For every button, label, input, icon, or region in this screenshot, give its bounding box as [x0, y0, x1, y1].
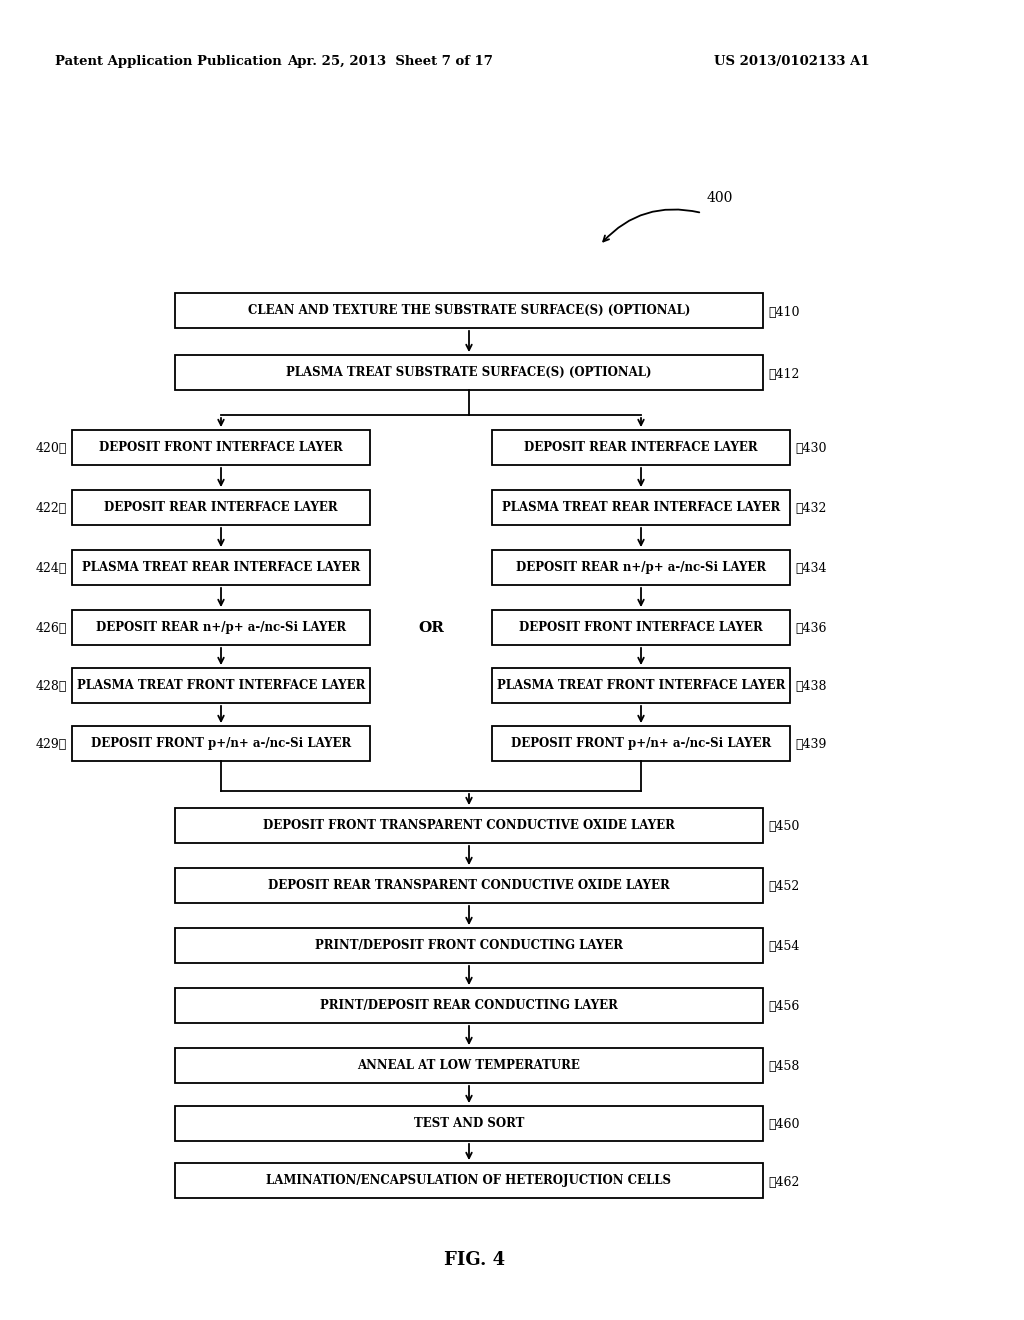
Bar — [72, 668, 370, 704]
Bar — [72, 726, 370, 762]
Text: ⁀454: ⁀454 — [768, 940, 800, 953]
Bar — [72, 550, 370, 585]
Text: LAMINATION/ENCAPSULATION OF HETEROJUCTION CELLS: LAMINATION/ENCAPSULATION OF HETEROJUCTIO… — [266, 1173, 672, 1187]
Bar — [72, 490, 370, 525]
Bar — [72, 430, 370, 465]
Text: PLASMA TREAT FRONT INTERFACE LAYER: PLASMA TREAT FRONT INTERFACE LAYER — [77, 678, 366, 692]
Text: DEPOSIT FRONT TRANSPARENT CONDUCTIVE OXIDE LAYER: DEPOSIT FRONT TRANSPARENT CONDUCTIVE OXI… — [263, 818, 675, 832]
Text: Patent Application Publication: Patent Application Publication — [55, 55, 282, 69]
Bar — [175, 1163, 763, 1199]
Text: 429⁀: 429⁀ — [36, 738, 67, 751]
Text: DEPOSIT FRONT p+/n+ a-/nc-Si LAYER: DEPOSIT FRONT p+/n+ a-/nc-Si LAYER — [511, 737, 771, 750]
Bar — [492, 490, 790, 525]
Text: ⁀460: ⁀460 — [768, 1118, 800, 1131]
Text: DEPOSIT FRONT INTERFACE LAYER: DEPOSIT FRONT INTERFACE LAYER — [99, 441, 343, 454]
Bar — [492, 610, 790, 645]
Text: ⁀438: ⁀438 — [795, 681, 826, 693]
Text: PLASMA TREAT REAR INTERFACE LAYER: PLASMA TREAT REAR INTERFACE LAYER — [502, 502, 780, 513]
Text: 424⁀: 424⁀ — [36, 562, 67, 576]
Text: ⁀430: ⁀430 — [795, 442, 826, 455]
Text: DEPOSIT REAR TRANSPARENT CONDUCTIVE OXIDE LAYER: DEPOSIT REAR TRANSPARENT CONDUCTIVE OXID… — [268, 879, 670, 892]
Text: PRINT/DEPOSIT REAR CONDUCTING LAYER: PRINT/DEPOSIT REAR CONDUCTING LAYER — [321, 999, 617, 1012]
Text: ANNEAL AT LOW TEMPERATURE: ANNEAL AT LOW TEMPERATURE — [357, 1059, 581, 1072]
Bar — [492, 430, 790, 465]
Text: ⁀434: ⁀434 — [795, 562, 826, 576]
Text: 428⁀: 428⁀ — [36, 681, 67, 693]
Text: ⁀450: ⁀450 — [768, 821, 800, 833]
Bar — [492, 668, 790, 704]
Bar — [175, 928, 763, 964]
Bar — [175, 355, 763, 389]
Text: ⁀432: ⁀432 — [795, 503, 826, 516]
Text: CLEAN AND TEXTURE THE SUBSTRATE SURFACE(S) (OPTIONAL): CLEAN AND TEXTURE THE SUBSTRATE SURFACE(… — [248, 304, 690, 317]
Text: 426⁀: 426⁀ — [36, 623, 67, 635]
Text: Apr. 25, 2013  Sheet 7 of 17: Apr. 25, 2013 Sheet 7 of 17 — [287, 55, 493, 69]
Text: DEPOSIT FRONT p+/n+ a-/nc-Si LAYER: DEPOSIT FRONT p+/n+ a-/nc-Si LAYER — [91, 737, 351, 750]
Text: ⁀436: ⁀436 — [795, 623, 826, 635]
Text: 422⁀: 422⁀ — [36, 503, 67, 516]
Text: ⁀410: ⁀410 — [768, 305, 800, 318]
Text: ⁀456: ⁀456 — [768, 1001, 800, 1014]
Bar — [72, 610, 370, 645]
Text: ⁀439: ⁀439 — [795, 738, 826, 751]
Text: PRINT/DEPOSIT FRONT CONDUCTING LAYER: PRINT/DEPOSIT FRONT CONDUCTING LAYER — [315, 939, 623, 952]
Text: 420⁀: 420⁀ — [36, 442, 67, 455]
Bar — [492, 726, 790, 762]
Text: FIG. 4: FIG. 4 — [444, 1251, 506, 1269]
Bar — [492, 550, 790, 585]
Text: PLASMA TREAT REAR INTERFACE LAYER: PLASMA TREAT REAR INTERFACE LAYER — [82, 561, 360, 574]
Text: DEPOSIT REAR n+/p+ a-/nc-Si LAYER: DEPOSIT REAR n+/p+ a-/nc-Si LAYER — [96, 620, 346, 634]
Bar — [175, 293, 763, 327]
Text: ⁀452: ⁀452 — [768, 880, 800, 894]
Text: DEPOSIT REAR n+/p+ a-/nc-Si LAYER: DEPOSIT REAR n+/p+ a-/nc-Si LAYER — [516, 561, 766, 574]
Text: TEST AND SORT: TEST AND SORT — [414, 1117, 524, 1130]
Text: PLASMA TREAT FRONT INTERFACE LAYER: PLASMA TREAT FRONT INTERFACE LAYER — [497, 678, 785, 692]
Text: ⁀458: ⁀458 — [768, 1060, 800, 1073]
Text: 400: 400 — [707, 191, 733, 205]
Text: ⁀412: ⁀412 — [768, 367, 800, 380]
Text: ⁀462: ⁀462 — [768, 1176, 800, 1188]
Text: OR: OR — [418, 620, 444, 635]
Text: US 2013/0102133 A1: US 2013/0102133 A1 — [715, 55, 870, 69]
Bar — [175, 1048, 763, 1082]
Bar — [175, 869, 763, 903]
Bar — [175, 1106, 763, 1140]
Text: DEPOSIT REAR INTERFACE LAYER: DEPOSIT REAR INTERFACE LAYER — [524, 441, 758, 454]
Bar — [175, 808, 763, 843]
Text: DEPOSIT FRONT INTERFACE LAYER: DEPOSIT FRONT INTERFACE LAYER — [519, 620, 763, 634]
Text: DEPOSIT REAR INTERFACE LAYER: DEPOSIT REAR INTERFACE LAYER — [104, 502, 338, 513]
Bar — [175, 987, 763, 1023]
Text: PLASMA TREAT SUBSTRATE SURFACE(S) (OPTIONAL): PLASMA TREAT SUBSTRATE SURFACE(S) (OPTIO… — [287, 366, 651, 379]
